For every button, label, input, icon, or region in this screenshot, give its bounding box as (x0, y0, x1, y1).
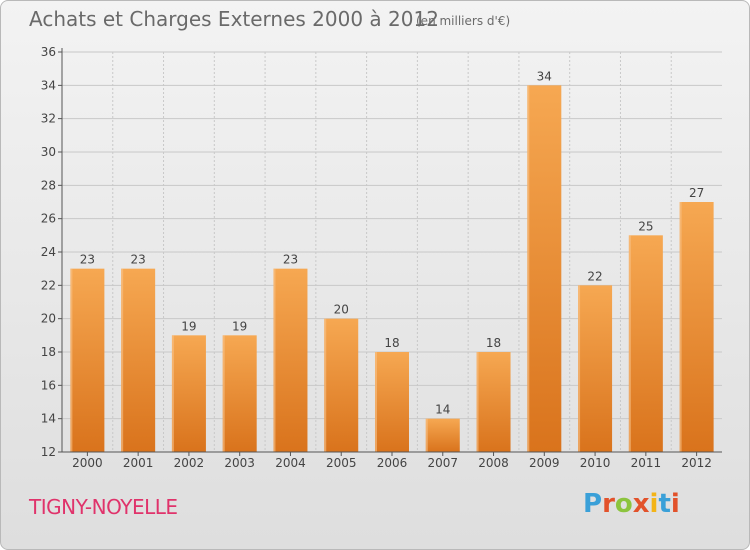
x-tick-label: 2007 (427, 456, 458, 470)
data-label: 19 (232, 319, 247, 333)
bar-2011 (628, 235, 663, 452)
x-tick-label: 2008 (478, 456, 509, 470)
bar-2004 (273, 268, 308, 452)
logo-letter: t (658, 489, 671, 519)
bar-2001 (121, 268, 156, 452)
bar-2009 (527, 85, 562, 452)
bar-highlight (324, 318, 327, 452)
bar-2008 (476, 352, 511, 452)
data-label: 34 (537, 69, 552, 83)
bar-2002 (171, 335, 206, 452)
logo-letter: i (670, 489, 680, 519)
x-tick-label: 2012 (681, 456, 712, 470)
bar-highlight (628, 235, 631, 452)
data-label: 18 (384, 336, 399, 350)
y-tick-label: 14 (41, 412, 56, 426)
bar-highlight (171, 335, 174, 452)
commune-name: TIGNY-NOYELLE (29, 495, 178, 519)
x-tick-label: 2000 (72, 456, 103, 470)
y-tick-label: 36 (41, 45, 56, 59)
x-tick-label: 2009 (529, 456, 560, 470)
bar-highlight (121, 268, 124, 452)
bar-highlight (425, 418, 428, 452)
logo-letter: i (649, 489, 659, 519)
y-tick-label: 18 (41, 345, 56, 359)
logo-letter: P (583, 489, 603, 519)
y-tick-label: 22 (41, 278, 56, 292)
bar-highlight (578, 285, 581, 452)
logo-letter: x (632, 489, 650, 519)
bar-highlight (222, 335, 225, 452)
x-tick-label: 2005 (326, 456, 357, 470)
x-tick-label: 2001 (123, 456, 154, 470)
y-tick-label: 30 (41, 145, 56, 159)
bar-highlight (273, 268, 276, 452)
data-label: 18 (486, 336, 501, 350)
bar-2010 (578, 285, 613, 452)
data-label: 22 (587, 269, 602, 283)
y-tick-label: 26 (41, 212, 56, 226)
bar-2007 (425, 418, 460, 452)
bar-highlight (527, 85, 530, 452)
y-tick-label: 20 (41, 312, 56, 326)
y-tick-label: 28 (41, 178, 56, 192)
data-label: 14 (435, 403, 450, 417)
y-tick-label: 24 (41, 245, 56, 259)
y-tick-label: 12 (41, 445, 56, 459)
data-label: 23 (80, 253, 95, 267)
data-label: 20 (334, 303, 349, 317)
logo-letter: r (602, 489, 615, 519)
logo-letter: o (614, 489, 633, 519)
data-label: 25 (638, 219, 653, 233)
x-tick-label: 2010 (580, 456, 611, 470)
x-tick-label: 2003 (224, 456, 255, 470)
bar-2005 (324, 318, 359, 452)
data-label: 27 (689, 186, 704, 200)
proxiti-logo[interactable]: Proxiti (583, 489, 680, 519)
y-tick-label: 34 (41, 78, 56, 92)
data-label: 23 (131, 253, 146, 267)
x-tick-label: 2002 (174, 456, 205, 470)
x-tick-label: 2011 (631, 456, 662, 470)
bar-highlight (476, 352, 479, 452)
bar-highlight (679, 202, 682, 452)
y-tick-label: 32 (41, 112, 56, 126)
bar-highlight (375, 352, 377, 452)
data-label: 19 (181, 319, 196, 333)
bar-2003 (222, 335, 257, 452)
bar-2000 (70, 268, 105, 452)
bar-highlight (70, 268, 73, 452)
data-label: 23 (283, 253, 298, 267)
bar-2006 (375, 352, 409, 452)
y-tick-label: 16 (41, 378, 56, 392)
chart-title: Achats et Charges Externes 2000 à 2012 (29, 7, 439, 31)
chart-subtitle: (en milliers d'€) (416, 14, 511, 28)
x-tick-label: 2004 (275, 456, 306, 470)
x-tick-label: 2006 (377, 456, 408, 470)
bar-2012 (679, 202, 714, 452)
